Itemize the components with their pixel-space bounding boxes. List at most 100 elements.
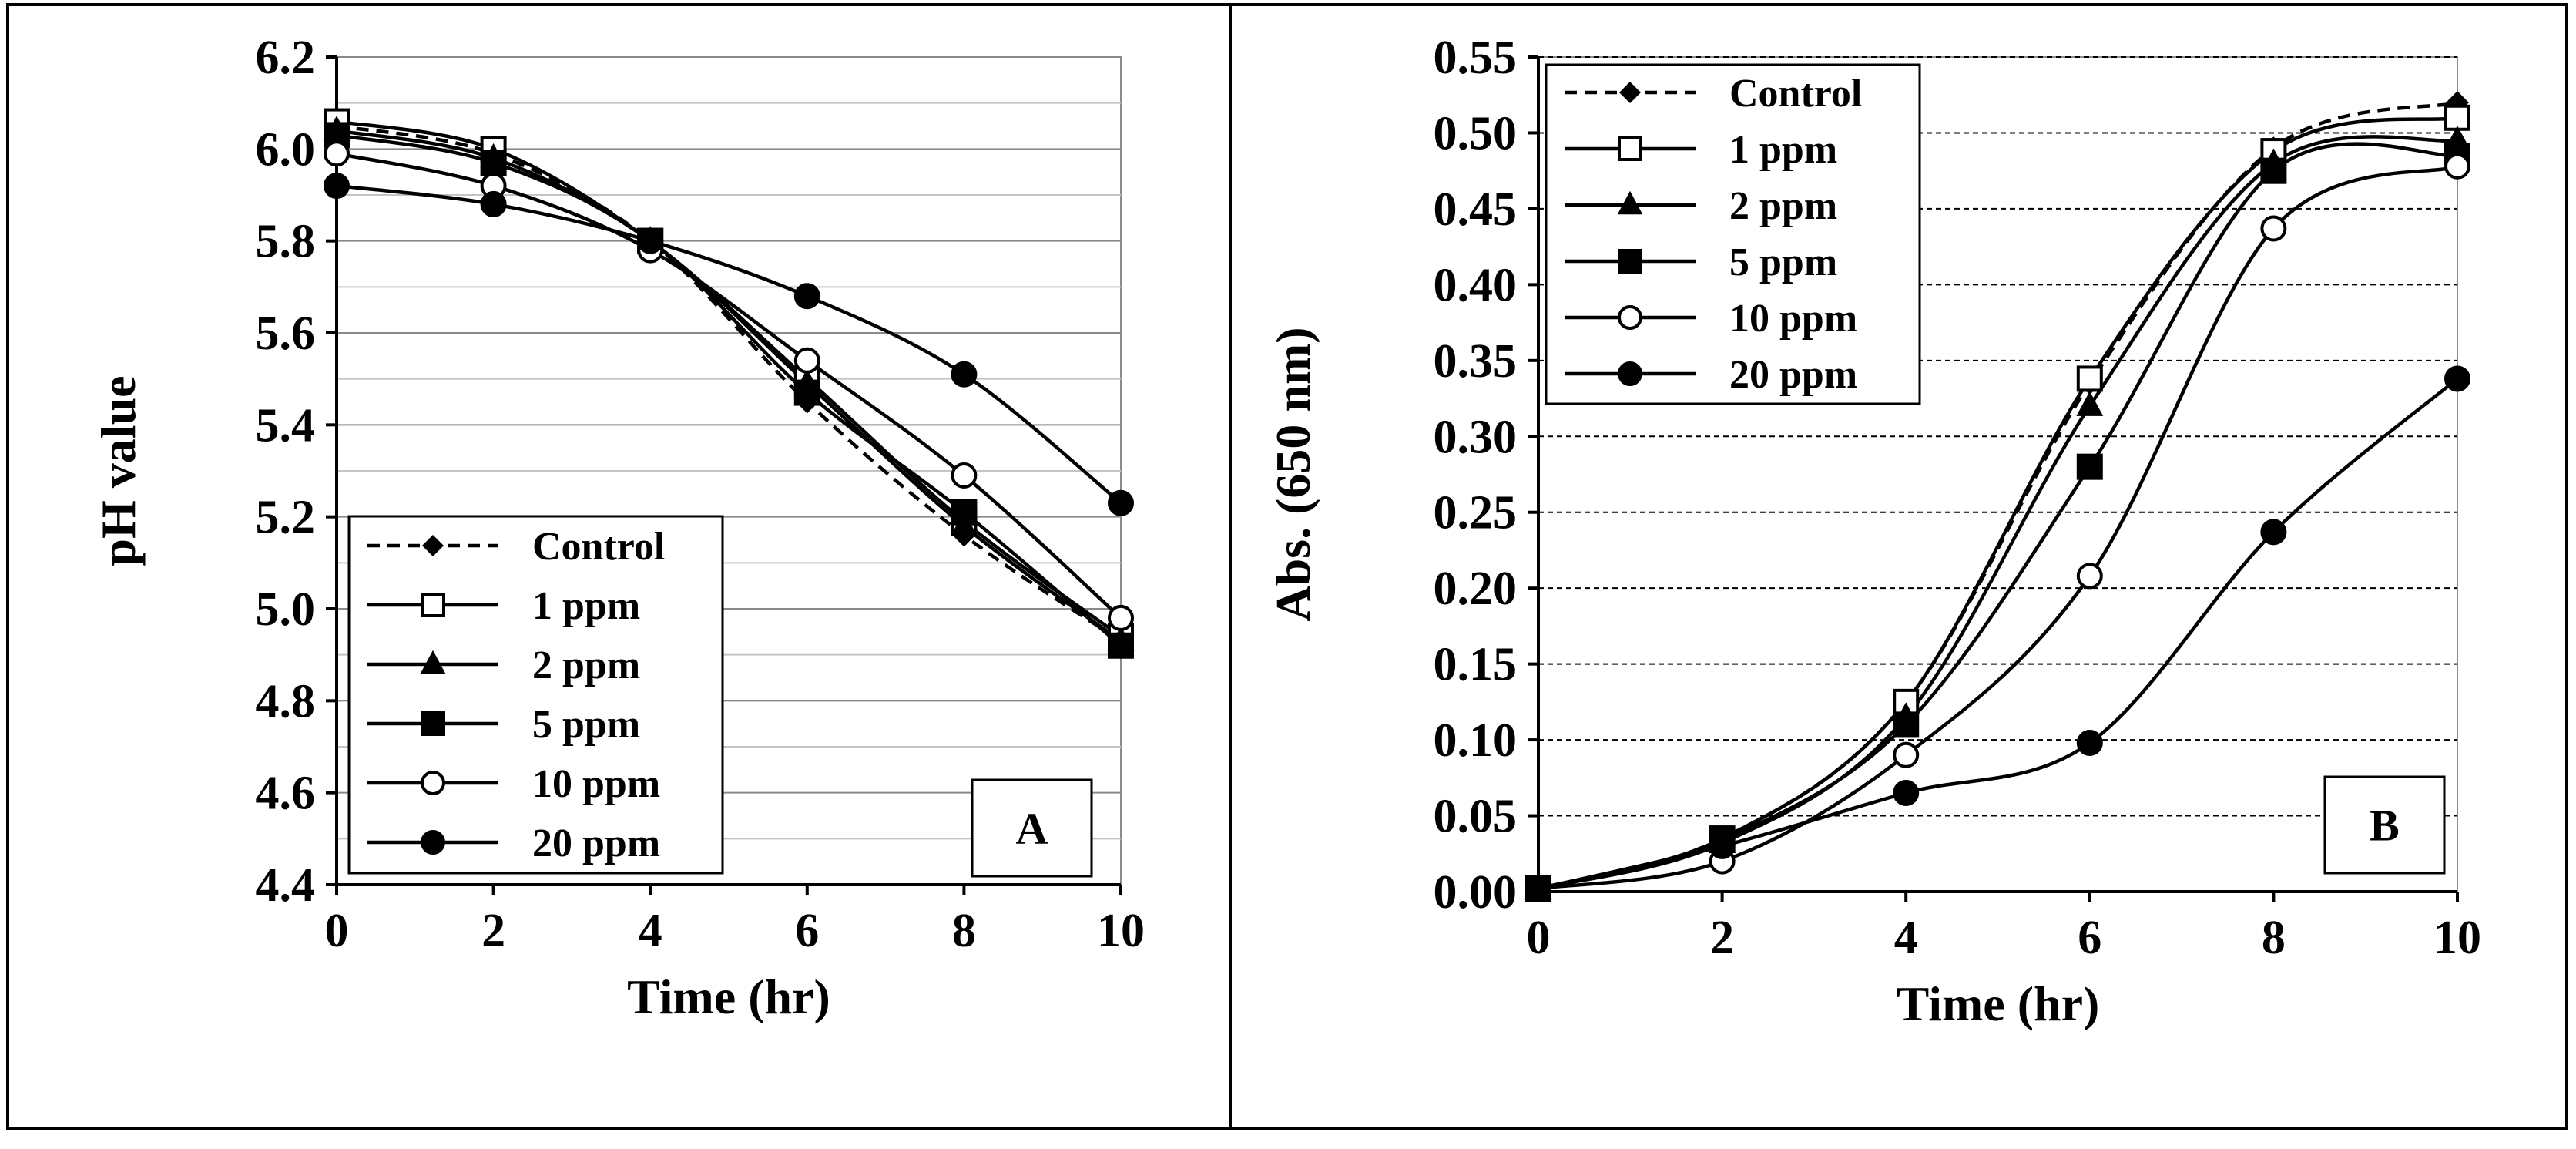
legend-marker-5-ppm (1618, 249, 1642, 274)
data-point-20-ppm (2260, 519, 2287, 546)
data-point-1-ppm (2076, 365, 2103, 392)
data-point-5-ppm (793, 379, 820, 406)
data-point-10-ppm (2076, 563, 2103, 590)
x-tick-label: 2 (481, 905, 505, 957)
legend-label-1-ppm: 1 ppm (532, 584, 640, 628)
legend-label-10-ppm: 10 ppm (1729, 297, 1857, 341)
y-tick-label: 4.6 (256, 768, 316, 820)
y-tick-label: 0.45 (1434, 183, 1518, 236)
y-tick-label: 0.55 (1434, 32, 1518, 84)
legend-label-20-ppm: 20 ppm (532, 821, 660, 865)
y-tick-label: 5.6 (256, 307, 316, 360)
y-tick-label: 4.4 (256, 859, 316, 912)
panel-label-box (971, 778, 1093, 878)
y-tick-label: 5.8 (256, 216, 316, 268)
legend-label-2-ppm: 2 ppm (532, 643, 640, 687)
y-tick-label: 0.05 (1434, 791, 1518, 843)
y-tick-label: 5.2 (256, 492, 316, 544)
legend-marker-control (421, 534, 444, 557)
x-tick-label: 2 (1710, 912, 1734, 964)
data-point-5-ppm (2076, 453, 2103, 480)
data-point-10-ppm (793, 347, 820, 374)
data-point-20-ppm (480, 190, 507, 217)
y-tick-label: 0.10 (1434, 714, 1518, 767)
legend-marker-1-ppm (1618, 136, 1642, 161)
y-tick-label: 6.0 (256, 123, 316, 176)
data-point-10-ppm (951, 462, 978, 489)
legend-marker-10-ppm (1618, 305, 1642, 330)
x-tick-label: 8 (2262, 912, 2286, 964)
y-tick-label: 0.25 (1434, 487, 1518, 539)
x-tick-label: 6 (2078, 912, 2101, 964)
legend-label-control: Control (1729, 72, 1862, 116)
data-point-10-ppm (2444, 153, 2470, 180)
x-axis-title: Time (hr) (627, 969, 830, 1024)
legend-marker-2-ppm (1617, 190, 1643, 215)
data-point-20-ppm (2076, 730, 2103, 757)
y-tick-label: 5.0 (256, 583, 316, 636)
chart-panel-a: 4.4 4.6 4.8 5.0 5.2 5.4 5.6 5.8 6.0 6.2 0 2 4 6 8 10 Tim… (91, 32, 1145, 1024)
data-point-10-ppm (1108, 604, 1134, 631)
data-point-20-ppm (324, 173, 350, 200)
legend-box (1545, 63, 1921, 405)
y-tick-label: 0.35 (1434, 335, 1518, 388)
data-point-20-ppm (793, 283, 820, 310)
legend-marker-20-ppm (1618, 361, 1642, 386)
data-point-2-ppm (2076, 391, 2104, 416)
legend-label-1-ppm: 1 ppm (1729, 128, 1837, 172)
legend-marker-control (1618, 81, 1642, 104)
data-point-10-ppm (324, 140, 350, 167)
panel-label: B (2370, 801, 2400, 851)
data-point-20-ppm (1525, 875, 1551, 902)
x-tick-label: 4 (639, 905, 662, 957)
data-point-20-ppm (1709, 832, 1736, 859)
y-axis-title: pH value (91, 375, 146, 566)
x-tick-label: 8 (952, 905, 976, 957)
y-tick-label: 0.00 (1434, 866, 1518, 919)
y-tick-label: 0.50 (1434, 107, 1518, 160)
data-point-5-ppm (480, 150, 507, 176)
x-axis-title: Time (hr) (1897, 976, 2100, 1031)
legend-box (347, 515, 724, 875)
legend-label-5-ppm: 5 ppm (532, 703, 640, 747)
y-tick-label: 0.40 (1434, 259, 1518, 311)
data-point-10-ppm (1893, 741, 1920, 768)
y-axis-title: Abs. (650 nm) (1266, 327, 1320, 621)
series-line-20-ppm (336, 183, 1122, 505)
chart-panel-b: 0.00 0.05 0.10 0.15 0.20 0.25 0.30 0.35 0.40 0.45… (1266, 32, 2481, 1031)
data-point-5-ppm (951, 499, 978, 526)
legend-marker-10-ppm (421, 771, 445, 795)
data-point-20-ppm (1893, 780, 1920, 807)
x-tick-label: 0 (325, 905, 349, 957)
x-tick-label: 4 (1894, 912, 1918, 964)
data-point-20-ppm (1108, 489, 1134, 516)
legend-marker-20-ppm (421, 830, 445, 855)
data-point-20-ppm (951, 361, 978, 388)
y-tick-label: 4.8 (256, 675, 316, 727)
series-line-10-ppm (336, 152, 1122, 620)
y-tick-label: 0.15 (1434, 639, 1518, 691)
legend-label-5-ppm: 5 ppm (1729, 240, 1837, 284)
data-point-5-ppm (1893, 711, 1920, 738)
legend-marker-2-ppm (420, 650, 446, 674)
panel-label-box (2323, 775, 2446, 875)
data-point-5-ppm (1108, 632, 1134, 659)
data-point-20-ppm (637, 227, 664, 254)
x-tick-label: 0 (1527, 912, 1551, 964)
data-point-20-ppm (2444, 365, 2470, 392)
legend-label-10-ppm: 10 ppm (532, 762, 660, 806)
data-point-10-ppm (2260, 215, 2287, 242)
panel-label: A (1016, 804, 1048, 854)
y-tick-label: 5.4 (256, 399, 316, 452)
data-point-5-ppm (2260, 157, 2287, 184)
y-tick-label: 0.20 (1434, 563, 1518, 615)
legend-marker-1-ppm (421, 593, 445, 617)
y-tick-label: 6.2 (256, 32, 316, 84)
legend-label-control: Control (532, 525, 665, 569)
legend-marker-5-ppm (421, 711, 445, 736)
x-tick-label: 6 (795, 905, 819, 957)
x-tick-label: 10 (2433, 912, 2481, 964)
x-tick-label: 10 (1097, 905, 1145, 957)
legend-label-2-ppm: 2 ppm (1729, 184, 1837, 228)
